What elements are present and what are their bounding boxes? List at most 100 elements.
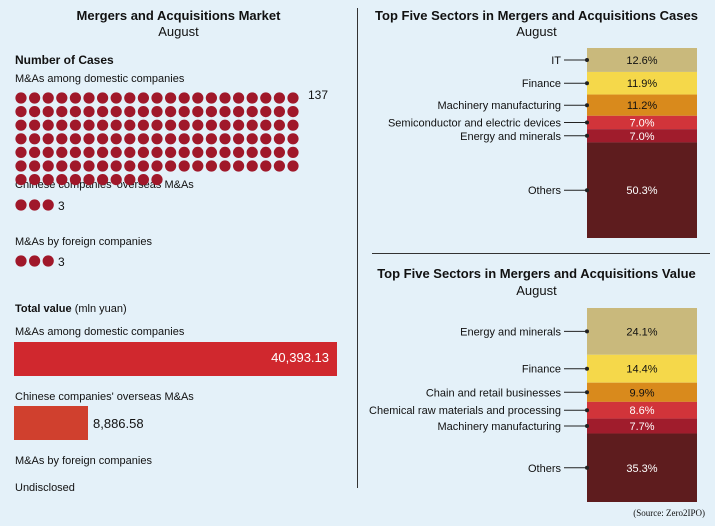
sector-segment (587, 48, 697, 72)
domestic-case-dot (246, 133, 258, 145)
domestic-case-dot (42, 92, 54, 104)
domestic-case-dot (28, 160, 41, 172)
domestic-case-dot (110, 106, 122, 118)
sector-value-label: 11.9% (627, 78, 658, 90)
domestic-case-dot (178, 92, 190, 104)
sector-segment (587, 94, 697, 116)
domestic-case-dot (124, 92, 136, 104)
right-bottom-title: Top Five Sectors in Mergers and Acquisit… (377, 266, 696, 281)
value-label-domestic: M&As among domestic companies (15, 326, 185, 338)
domestic-case-dot (56, 174, 68, 186)
sector-value-label: 9.9% (629, 387, 654, 399)
domestic-case-dot (28, 119, 41, 131)
domestic-case-dot (15, 160, 27, 172)
domestic-case-dot (42, 119, 54, 131)
value-bar-overseas (14, 406, 88, 440)
domestic-case-dot (151, 174, 163, 186)
overseas-case-dot (42, 199, 54, 211)
domestic-case-dot (151, 146, 163, 158)
domestic-case-dot (28, 174, 41, 186)
domestic-case-dot (151, 133, 163, 145)
sector-category-label: Others (528, 185, 562, 197)
domestic-case-dot (165, 160, 177, 172)
domestic-case-dot (260, 160, 272, 172)
source-note: (Source: Zero2IPO) (633, 508, 705, 518)
domestic-case-dot (165, 119, 177, 131)
domestic-case-dot (246, 119, 258, 131)
domestic-case-dot (246, 146, 258, 158)
domestic-case-dot (42, 146, 54, 158)
sector-segment (587, 418, 697, 434)
domestic-case-dot (110, 146, 122, 158)
domestic-case-dot (219, 160, 231, 172)
domestic-case-dot (205, 146, 217, 158)
domestic-case-dot (151, 106, 163, 118)
domestic-case-dot (192, 106, 204, 118)
domestic-case-dot (151, 119, 163, 131)
sector-segment (587, 129, 697, 143)
cases-value-domestic: 137 (308, 88, 329, 102)
domestic-case-dot (219, 119, 231, 131)
domestic-case-dot (260, 146, 272, 158)
sector-segment (587, 115, 697, 130)
sector-leader-dot (585, 366, 589, 371)
domestic-case-dot (151, 160, 163, 172)
domestic-case-dot (15, 106, 27, 118)
overseas-case-dot (28, 199, 41, 211)
total-header-label: Total value (15, 303, 72, 315)
domestic-case-dot (69, 106, 81, 118)
sector-category-label: Chain and retail businesses (426, 387, 562, 399)
domestic-case-dot (233, 119, 245, 131)
left-subtitle: August (158, 24, 199, 39)
domestic-case-dot (205, 106, 217, 118)
domestic-case-dot (260, 92, 272, 104)
sector-leader-dot (585, 120, 589, 125)
domestic-case-dot (287, 119, 299, 131)
domestic-case-dot (233, 106, 245, 118)
domestic-case-dot (83, 146, 95, 158)
value-text-domestic: 40,393.13 (271, 350, 329, 365)
sector-leader-dot (585, 390, 589, 395)
domestic-case-dot (219, 146, 231, 158)
domestic-case-dot (97, 133, 109, 145)
domestic-case-dot (287, 92, 299, 104)
domestic-case-dot (28, 92, 41, 104)
domestic-case-dot (83, 92, 95, 104)
sector-leader-dot (585, 188, 589, 193)
domestic-case-dot (246, 160, 258, 172)
domestic-case-dot (56, 106, 68, 118)
sector-category-label: Energy and minerals (460, 131, 561, 143)
domestic-case-dot (137, 106, 149, 118)
sector-segment (587, 382, 697, 402)
domestic-case-dot (273, 119, 285, 131)
domestic-case-dot (178, 106, 190, 118)
domestic-case-dot (165, 92, 177, 104)
sector-category-label: Chemical raw materials and processing (369, 405, 561, 417)
overseas-case-dot (15, 199, 27, 211)
domestic-case-dot (97, 160, 109, 172)
sector-value-label: 7.7% (629, 421, 654, 433)
cases-header: Number of Cases (15, 53, 114, 67)
domestic-case-dot (219, 92, 231, 104)
sector-value-label: 24.1% (626, 326, 657, 338)
cases-label-domestic: M&As among domestic companies (15, 73, 185, 85)
domestic-case-dot (287, 133, 299, 145)
domestic-case-dot (246, 92, 258, 104)
domestic-case-dot (273, 146, 285, 158)
left-title: Mergers and Acquisitions Market (76, 8, 281, 23)
domestic-case-dot (69, 119, 81, 131)
domestic-case-dot (97, 119, 109, 131)
domestic-case-dot (192, 146, 204, 158)
domestic-case-dot (192, 160, 204, 172)
sector-leader-dot (585, 133, 589, 138)
domestic-case-dot (110, 133, 122, 145)
domestic-case-dot (219, 106, 231, 118)
cases-value-overseas: 3 (58, 199, 65, 213)
domestic-case-dot (287, 146, 299, 158)
sector-value-label: 35.3% (626, 463, 657, 475)
sector-category-label: Semiconductor and electric devices (388, 117, 562, 129)
domestic-case-dot (42, 160, 54, 172)
sector-category-label: Others (528, 463, 562, 475)
domestic-case-dot (260, 119, 272, 131)
sector-category-label: Finance (522, 364, 561, 376)
